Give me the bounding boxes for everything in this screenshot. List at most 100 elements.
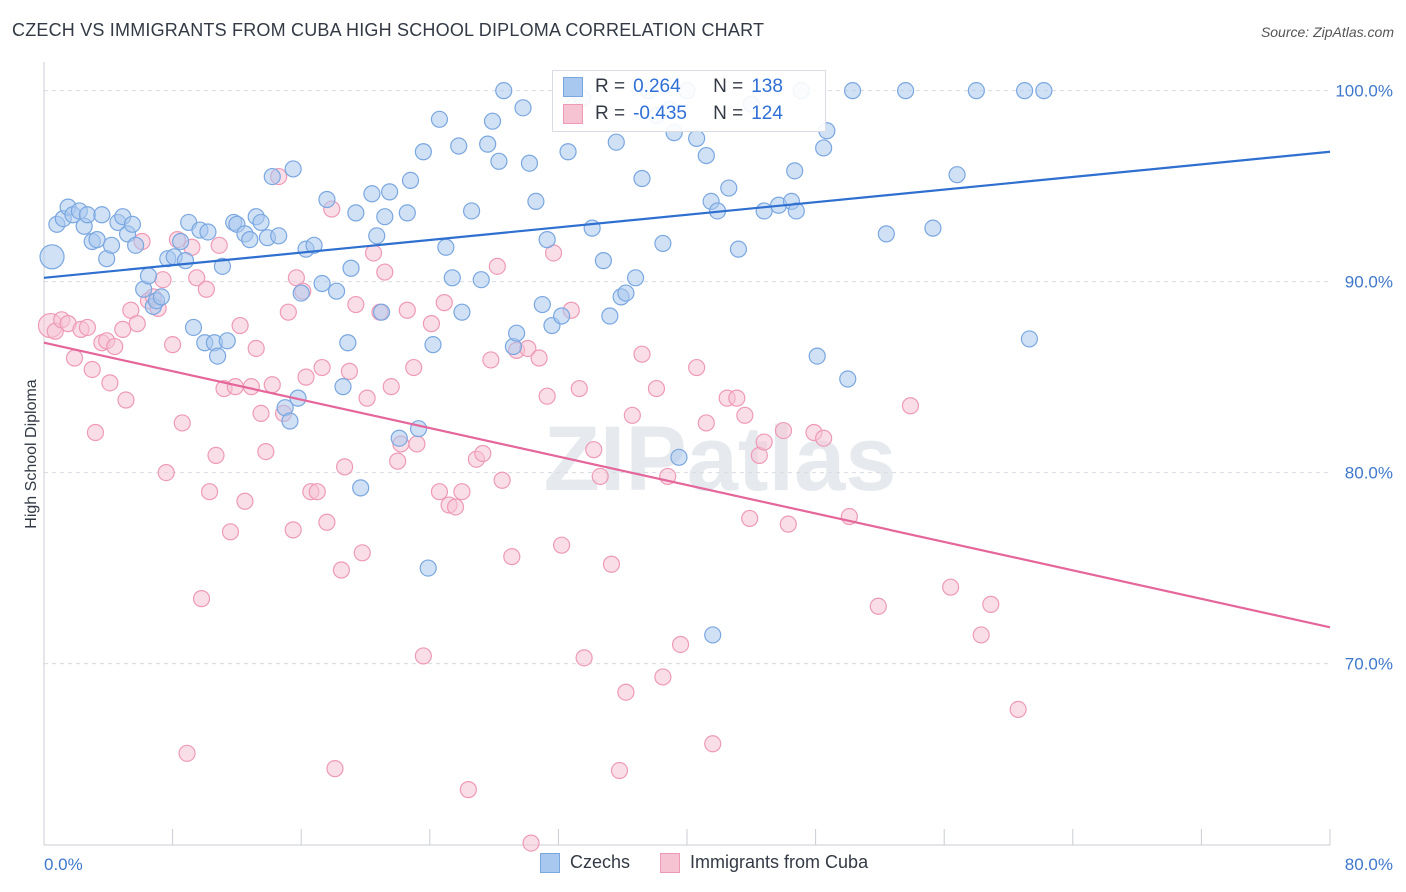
cuba-point <box>65 349 84 367</box>
czechs-swatch <box>563 77 583 97</box>
cuba-point <box>688 358 706 377</box>
y-tick-label: 90.0% <box>1345 273 1393 292</box>
czech-point <box>241 231 259 249</box>
czech-point <box>352 479 370 497</box>
czech-point <box>263 167 281 186</box>
cuba-point <box>340 362 359 380</box>
cuba-point <box>704 735 722 753</box>
czech-point <box>184 318 203 337</box>
czech-point <box>334 378 352 396</box>
cuba-point <box>553 536 571 554</box>
czech-point <box>209 347 227 365</box>
cuba-point <box>671 635 690 654</box>
cuba-point <box>389 452 407 470</box>
cuba-point <box>376 263 394 281</box>
cuba-point <box>654 668 672 686</box>
czech-point <box>617 284 635 302</box>
cuba-point <box>197 280 215 298</box>
czech-point <box>508 324 526 342</box>
czech-point <box>1035 82 1053 100</box>
cuba-point <box>382 378 400 396</box>
x-tick-label: 80.0% <box>1345 855 1393 874</box>
watermark: ZIPatlas <box>544 408 897 510</box>
czech-point <box>127 236 145 254</box>
legend-item-czechs[interactable]: Czechs <box>540 852 630 873</box>
czech-point <box>437 238 455 256</box>
czech-point <box>843 82 862 100</box>
cuba-point <box>435 294 453 312</box>
czech-point <box>252 213 270 232</box>
cuba-point <box>188 269 206 287</box>
czech-point <box>720 179 738 197</box>
cuba-point <box>570 379 588 398</box>
czech-point <box>594 252 613 270</box>
czech-point <box>670 448 688 466</box>
cuba-point <box>347 295 365 314</box>
czech-point <box>450 137 468 155</box>
czech-point <box>787 202 805 220</box>
cuba-point <box>192 590 211 608</box>
czech-point <box>414 143 432 161</box>
legend-row-cuba: R = -0.435 N = 124 <box>563 101 783 127</box>
cuba-trend-line <box>43 341 1331 629</box>
cuba-point <box>117 391 135 409</box>
n-value: 138 <box>751 76 783 97</box>
cuba-point <box>779 515 797 533</box>
cuba-point <box>128 315 146 333</box>
czech-point <box>553 307 571 325</box>
cuba-point <box>602 555 621 573</box>
czech-point <box>390 429 408 447</box>
legend-item-cuba[interactable]: Immigrants from Cuba <box>660 852 868 873</box>
cuba-point <box>173 414 191 432</box>
cuba-legend-swatch <box>660 852 681 873</box>
cuba-point <box>297 368 315 386</box>
cuba-point <box>901 397 920 415</box>
czech-point <box>218 332 236 350</box>
cuba-point <box>252 404 270 422</box>
cuba-point <box>755 433 773 451</box>
cuba-point <box>815 429 833 447</box>
cuba-point <box>408 435 426 453</box>
czech-point <box>342 259 360 277</box>
czech-point <box>139 267 158 285</box>
cuba-legend-label: Immigrants from Cuba <box>690 852 869 872</box>
czech-point <box>815 139 833 157</box>
cuba-point <box>106 337 124 356</box>
cuba-point <box>210 236 228 254</box>
czech-point <box>472 271 490 289</box>
czech-point <box>462 202 481 220</box>
cuba-point <box>728 389 746 407</box>
czech-point <box>430 110 449 128</box>
czech-point <box>538 231 556 249</box>
czech-point <box>199 223 217 241</box>
cuba-point <box>522 834 540 852</box>
cuba-point <box>114 320 132 338</box>
czech-point <box>924 219 942 237</box>
cuba-point <box>154 271 172 289</box>
cuba-point <box>623 406 641 424</box>
czech-point <box>1015 82 1034 100</box>
czech-point <box>654 234 672 253</box>
czech-trend-line <box>43 150 1331 279</box>
cuba-point <box>453 483 471 501</box>
x-tick-label: 0.0% <box>44 855 83 874</box>
cuba-point <box>231 316 249 335</box>
czech-point <box>93 206 111 224</box>
czech-point <box>381 183 399 201</box>
n-value: 124 <box>751 103 783 124</box>
czech-point <box>633 169 651 188</box>
cuba-point <box>326 760 344 778</box>
czech-point <box>495 82 513 100</box>
cuba-point <box>353 544 371 562</box>
czech-point <box>527 192 545 211</box>
cuba-point <box>482 351 500 369</box>
czech-point <box>419 559 437 577</box>
czech-point <box>626 269 645 287</box>
czech-point <box>453 303 471 321</box>
czech-point <box>270 227 288 245</box>
cuba-point <box>414 647 432 665</box>
cuba-point <box>633 345 651 363</box>
czech-point <box>729 240 748 258</box>
czech-point <box>284 160 302 178</box>
